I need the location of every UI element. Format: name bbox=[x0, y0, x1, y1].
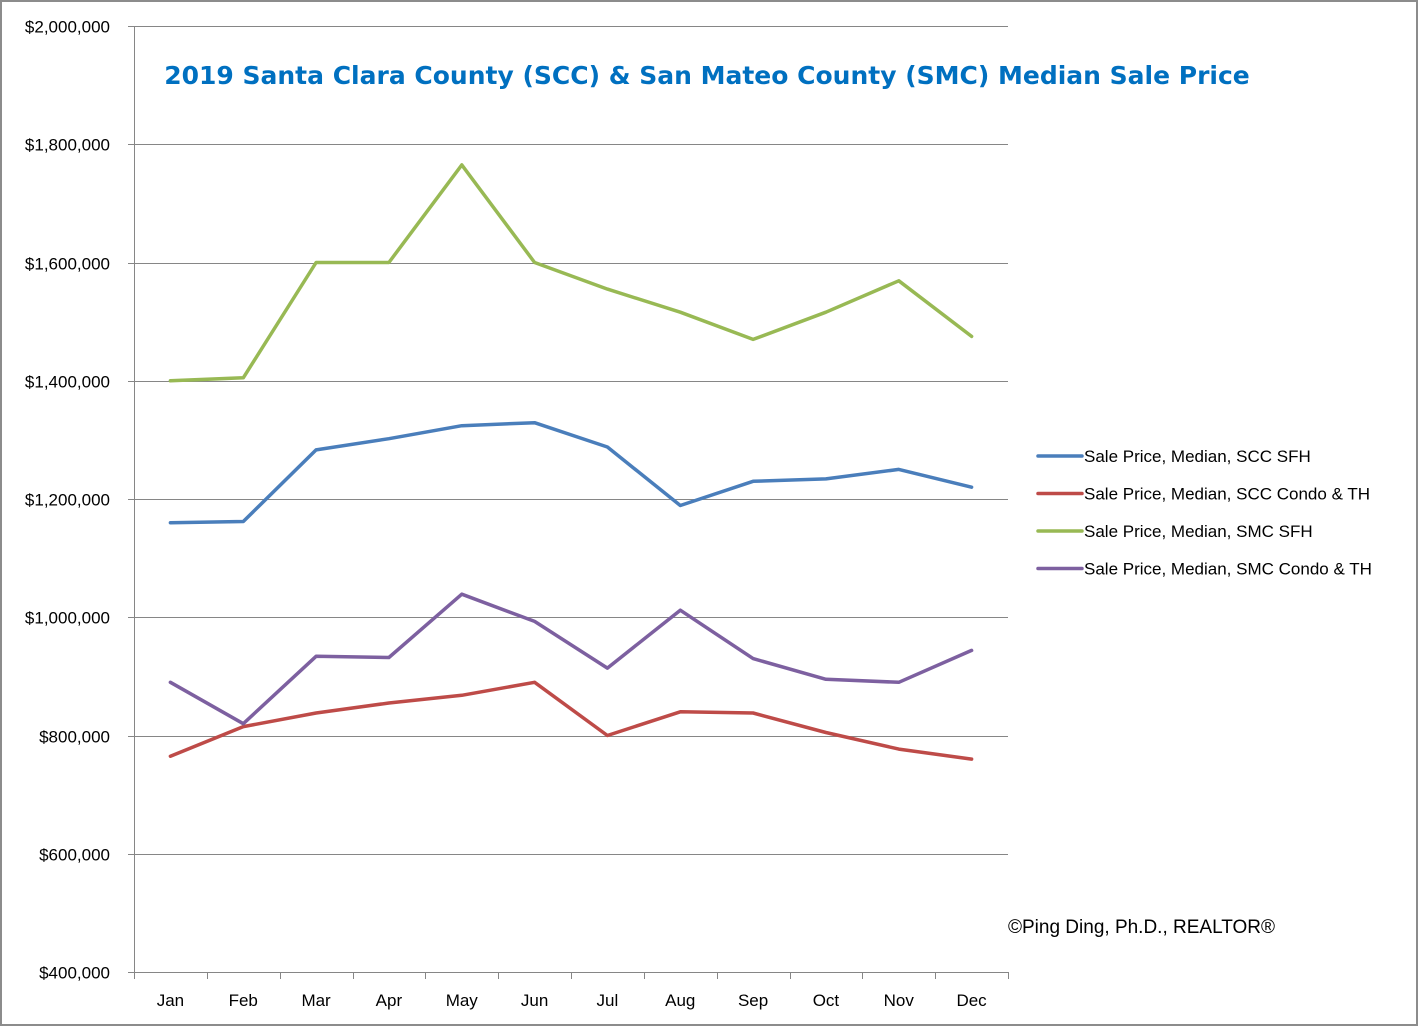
y-axis-tick-label: $1,600,000 bbox=[25, 255, 110, 274]
series-line-4 bbox=[168, 592, 974, 726]
y-axis-tick-label: $1,800,000 bbox=[25, 136, 110, 155]
y-axis-tick-label: $800,000 bbox=[39, 728, 110, 747]
y-axis-tick-label: $1,200,000 bbox=[25, 491, 110, 510]
x-axis-tick-label: Oct bbox=[813, 991, 840, 1010]
y-axis-tick-label: $2,000,000 bbox=[25, 18, 110, 37]
x-axis-tick-label: Feb bbox=[229, 991, 258, 1010]
axes bbox=[128, 26, 1009, 979]
series-line-2 bbox=[168, 680, 974, 761]
y-axis-tick-label: $1,400,000 bbox=[25, 373, 110, 392]
x-axis-tick-label: Jun bbox=[521, 991, 548, 1010]
x-axis-tick-label: Aug bbox=[665, 991, 695, 1010]
x-axis-tick-label: Dec bbox=[956, 991, 987, 1010]
legend-label: Sale Price, Median, SMC Condo & TH bbox=[1084, 560, 1372, 579]
legend-label: Sale Price, Median, SMC SFH bbox=[1084, 522, 1313, 541]
legend-label: Sale Price, Median, SCC Condo & TH bbox=[1084, 485, 1370, 504]
x-axis-tick-label: May bbox=[446, 991, 479, 1010]
x-axis-tick-label: Sep bbox=[738, 991, 768, 1010]
x-axis-tick-label: Apr bbox=[376, 991, 403, 1010]
x-axis-tick-label: Mar bbox=[301, 991, 331, 1010]
x-axis-tick-labels: Jan Feb Mar Apr May Jun Jul Aug Sep Oct Nov Dec bbox=[157, 991, 987, 1010]
x-axis-tick-label: Nov bbox=[884, 991, 915, 1010]
y-axis-tick-label: $600,000 bbox=[39, 846, 110, 865]
series-line-1 bbox=[168, 420, 974, 525]
series-line-3 bbox=[168, 163, 974, 383]
legend-label: Sale Price, Median, SCC SFH bbox=[1084, 447, 1311, 466]
x-axis-tick-label: Jan bbox=[157, 991, 184, 1010]
gridlines bbox=[134, 26, 1008, 855]
x-axis-tick-label: Jul bbox=[597, 991, 619, 1010]
legend: Sale Price, Median, SCC SFH Sale Price, M… bbox=[1036, 447, 1372, 579]
series-lines bbox=[168, 163, 974, 761]
chart-title: 2019 Santa Clara County (SCC) & San Mate… bbox=[164, 61, 1250, 90]
y-axis-tick-label: $400,000 bbox=[39, 964, 110, 983]
copyright-annotation: ©Ping Ding, Ph.D., REALTOR® bbox=[1008, 917, 1275, 938]
y-axis-tick-labels: $400,000 $600,000 $800,000 $1,000,000 $1,200… bbox=[25, 18, 110, 983]
y-axis-tick-label: $1,000,000 bbox=[25, 609, 110, 628]
